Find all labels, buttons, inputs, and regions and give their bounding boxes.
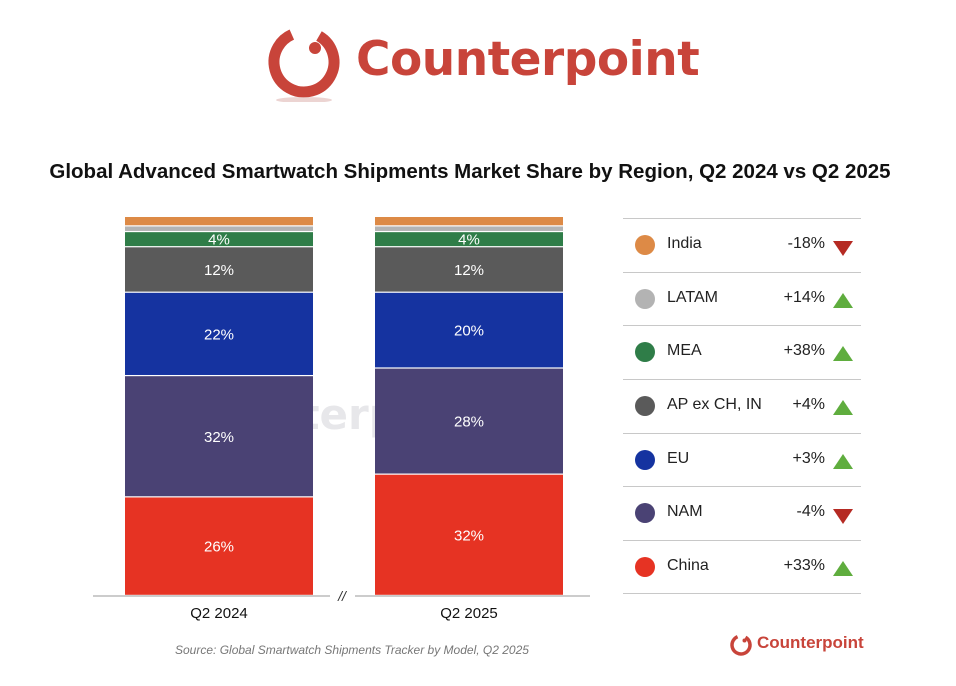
triangle-up-icon [833, 346, 853, 362]
legend-label: India [667, 235, 702, 252]
legend-swatch [635, 396, 655, 417]
legend-item-nam: NAM -4% [623, 486, 861, 540]
legend-swatch [635, 288, 655, 309]
triangle-up-icon [833, 400, 853, 416]
brand-wordmark-small: Counterpoint [757, 633, 864, 652]
data-label: 22% [204, 326, 234, 343]
source-note: Source: Global Smartwatch Shipments Trac… [175, 643, 529, 657]
legend-label: AP ex CH, IN [667, 396, 762, 414]
legend-label: NAM [667, 503, 703, 521]
bar-segment-latam-1 [375, 226, 563, 231]
data-label: 12% [204, 262, 234, 279]
x-tick-label: Q2 2025 [440, 605, 498, 622]
legend-change-value: +38% [783, 342, 825, 360]
legend-swatch [635, 557, 655, 578]
data-label: 20% [454, 323, 484, 340]
bar-segment-india-0 [125, 217, 313, 226]
legend-item-ap-ex-ch-in: AP ex CH, IN +4% [623, 379, 861, 433]
bar-segment-nam-0 [125, 376, 313, 497]
legend-label: MEA [667, 342, 702, 360]
brand-wordmark: Counterpoint [356, 32, 700, 87]
triangle-down-icon [833, 241, 853, 256]
bar-segment-china-0 [125, 497, 313, 595]
data-label: 4% [458, 232, 480, 249]
x-tick-label: Q2 2024 [190, 605, 248, 622]
axis-break-mark: // [337, 588, 348, 604]
legend-swatch [635, 503, 655, 524]
data-label: 28% [454, 414, 484, 431]
bar-segment-nam-1 [375, 368, 563, 474]
legend-item-latam: LATAM +14% [623, 271, 861, 326]
counterpoint-logo-small-icon [730, 634, 752, 656]
legend: India -18% LATAM +14% MEA +38% AP ex CH, IN +4%… [623, 218, 861, 594]
legend-change-value: +33% [783, 557, 825, 575]
legend-item-mea: MEA +38% [623, 325, 861, 379]
legend-change-value: +3% [792, 449, 825, 467]
data-label: 26% [204, 539, 234, 556]
legend-change-value: +14% [783, 288, 825, 306]
legend-label: LATAM [667, 288, 718, 306]
bar-segment-china-1 [375, 474, 563, 595]
legend-item-eu: EU +3% [623, 432, 861, 487]
legend-change-value: +4% [792, 396, 825, 414]
bar-segment-india-1 [375, 217, 563, 226]
bar-segment-eu-1 [375, 292, 563, 368]
bar-segment-ap-ex-ch-in-1 [375, 247, 563, 292]
data-label: 32% [204, 429, 234, 446]
triangle-up-icon [833, 561, 853, 577]
legend-swatch [635, 342, 655, 363]
counterpoint-logo-icon [268, 26, 340, 102]
data-label: 12% [454, 262, 484, 279]
legend-item-china: China +33% [623, 540, 861, 594]
bar-segment-mea-1 [375, 232, 563, 247]
bar-segment-latam-0 [125, 226, 313, 231]
legend-label: EU [667, 449, 690, 467]
bar-segment-eu-0 [125, 292, 313, 375]
triangle-down-icon [833, 509, 853, 525]
chart-title: Global Advanced Smartwatch Shipments Mar… [49, 160, 891, 183]
legend-swatch [635, 449, 655, 470]
data-label: 32% [454, 527, 484, 544]
legend-item-india: India -18% [623, 218, 861, 272]
bar-segment-ap-ex-ch-in-0 [125, 247, 313, 292]
legend-swatch [635, 235, 655, 255]
legend-label: China [667, 557, 709, 575]
data-label: 4% [208, 232, 230, 249]
bar-segment-mea-0 [125, 232, 313, 247]
legend-change-value: -18% [787, 235, 825, 252]
triangle-up-icon [833, 453, 853, 469]
legend-change-value: -4% [796, 503, 825, 521]
triangle-up-icon [833, 292, 853, 308]
